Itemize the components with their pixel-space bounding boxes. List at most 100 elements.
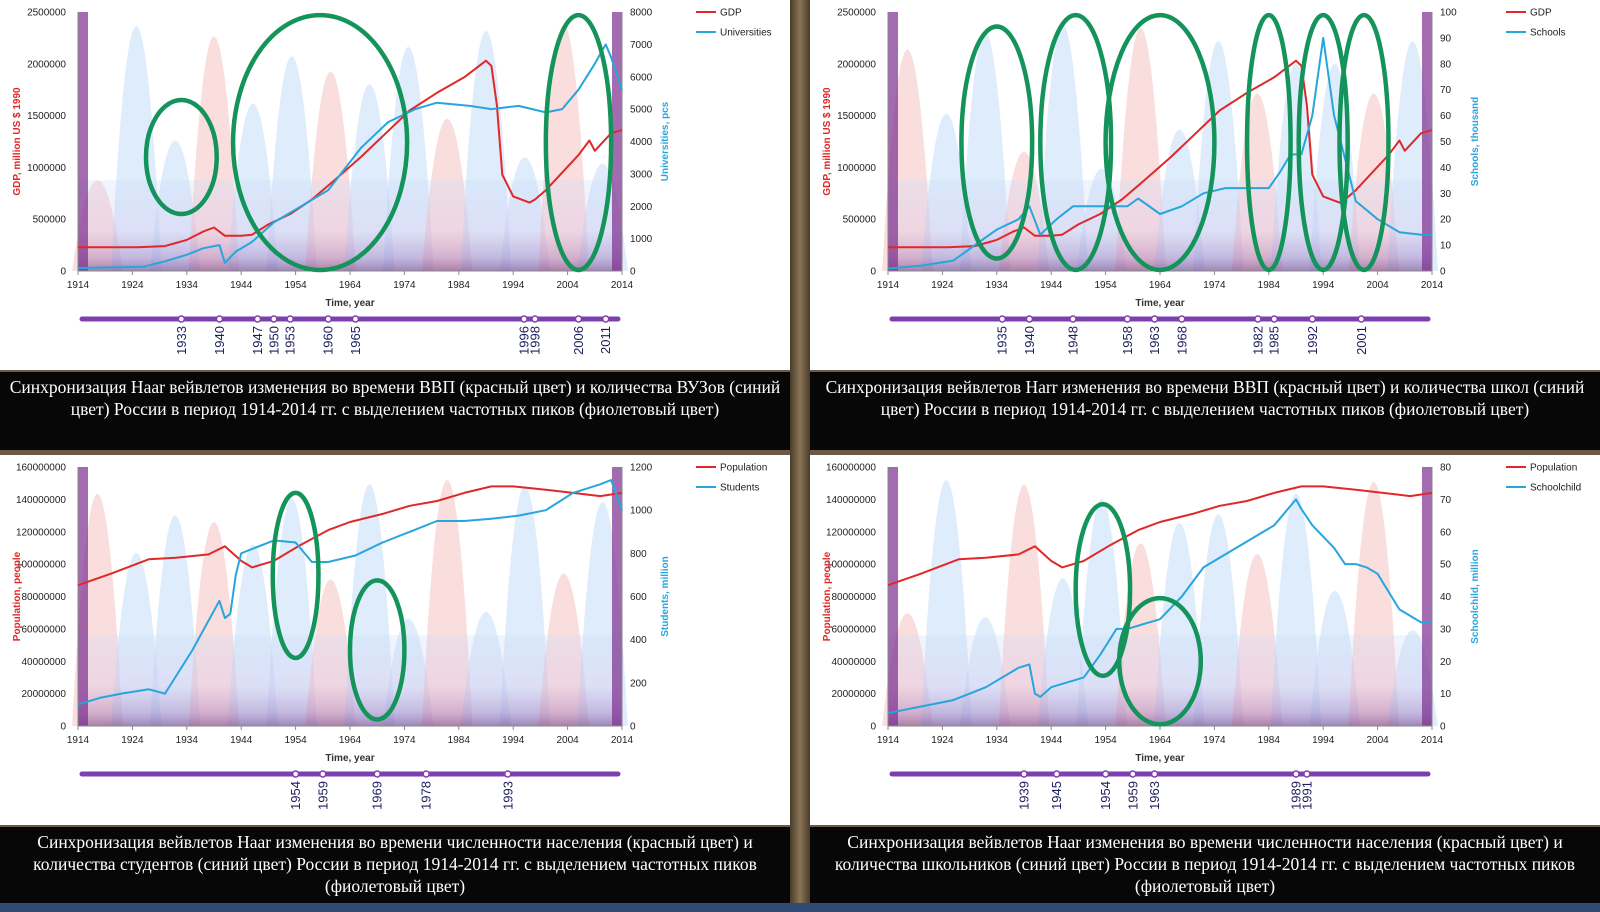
y-tick-label: 80000000 [22, 592, 67, 603]
wavelet-left-edge [888, 467, 898, 726]
y-tick-label: 20000000 [22, 689, 67, 700]
peak-year-label: 1969 [370, 781, 385, 810]
y-tick-label: 20000000 [832, 689, 877, 700]
y-tick-label: 140000000 [826, 495, 876, 506]
y-tick-label: 500000 [33, 215, 67, 226]
y-axis-title: Population, people [12, 551, 23, 641]
y-tick-label: 120000000 [16, 527, 66, 538]
peak-year-label: 1940 [1022, 326, 1037, 355]
x-tick-label: 1984 [1258, 280, 1281, 291]
wavelet-left-edge [78, 12, 88, 271]
y-tick-label: 0 [60, 267, 66, 278]
y-tick-label: 1500000 [837, 111, 876, 122]
peak-year-label: 2001 [1354, 326, 1369, 355]
x-axis-title: Time, year [1135, 298, 1184, 309]
peak-highlight-ellipse [347, 578, 407, 722]
x-tick-label: 1914 [877, 280, 900, 291]
peak-marker [1025, 315, 1034, 323]
peak-year-label: 1968 [1174, 326, 1189, 355]
y-tick-label: 2500000 [837, 8, 876, 19]
y-tick-label: 0 [60, 722, 66, 733]
x-tick-label: 2004 [556, 735, 579, 746]
peak-marker [291, 770, 300, 778]
peak-year-label: 1963 [1147, 326, 1162, 355]
y2-tick-label: 6000 [630, 72, 653, 83]
legend-label: Universities [720, 28, 772, 39]
bottom-bar [0, 903, 1600, 912]
y2-tick-label: 60 [1440, 527, 1452, 538]
x-tick-label: 1924 [121, 280, 144, 291]
chart-population-schoolchildren: 1914 1924 1934 1944 1954 1964 1974 1984 1994 2004… [810, 455, 1600, 825]
peak-marker [215, 315, 224, 323]
y-tick-label: 100000000 [16, 560, 66, 571]
peak-highlight-ellipse [1337, 12, 1391, 273]
y2-axis-title: Schoolchild, million [1470, 549, 1481, 643]
peak-marker [574, 315, 583, 323]
peak-year-label: 1950 [266, 326, 281, 355]
y2-tick-label: 0 [630, 267, 636, 278]
peak-marker [1254, 315, 1262, 323]
peak-marker [1308, 315, 1317, 323]
peak-highlight-ellipse [1103, 12, 1217, 273]
x-tick-label: 1994 [1312, 735, 1335, 746]
x-tick-label: 1934 [986, 280, 1009, 291]
x-tick-label: 1954 [1094, 735, 1117, 746]
legend-label: Schoolchild [1530, 483, 1581, 494]
peak-year-label: 1939 [1017, 781, 1032, 810]
y2-tick-label: 1200 [630, 463, 653, 474]
x-tick-label: 1974 [1203, 735, 1226, 746]
peak-marker [422, 770, 430, 778]
peak-marker [373, 770, 381, 778]
peak-highlight-ellipse [1116, 595, 1204, 727]
peak-marker [1150, 315, 1159, 323]
y2-axis-title: Schools, thousand [1470, 97, 1481, 186]
caption-gdp-universities: Синхронизация Haar вейвлетов изменения в… [0, 372, 790, 450]
peak-marker [531, 315, 539, 323]
peak-year-label: 1959 [1125, 781, 1140, 810]
legend-label: GDP [1530, 8, 1552, 19]
x-tick-label: 1984 [448, 280, 471, 291]
peak-marker [177, 315, 186, 323]
series-line-gdp [888, 59, 1433, 249]
wavelet-right-edge [1422, 12, 1432, 271]
chart-panel-gdp-schools: 1914 1924 1934 1944 1954 1964 1974 1984 1994 2004… [810, 0, 1600, 450]
caption-gdp-schools: Синхронизация вейвлетов Harr изменения в… [810, 372, 1600, 450]
peak-marker [270, 315, 278, 323]
y2-tick-label: 0 [1440, 267, 1446, 278]
y2-tick-label: 70 [1440, 495, 1452, 506]
peak-marker [504, 770, 512, 778]
x-tick-label: 1934 [986, 735, 1009, 746]
peak-marker [1052, 770, 1061, 778]
y-axis-title: Population, people [822, 551, 833, 641]
peak-marker [1357, 315, 1366, 323]
x-tick-label: 1924 [931, 280, 954, 291]
x-tick-label: 1974 [393, 280, 416, 291]
legend-label: Population [1530, 463, 1577, 474]
x-tick-label: 2004 [1366, 735, 1389, 746]
wavelet-low-frequency [78, 180, 622, 271]
peak-year-label: 1959 [315, 781, 330, 810]
peak-marker [286, 315, 294, 323]
x-tick-label: 1914 [877, 735, 900, 746]
x-tick-label: 1964 [1149, 735, 1172, 746]
y2-tick-label: 400 [630, 635, 647, 646]
chart-gdp-universities: 1914 1924 1934 1944 1954 1964 1974 1984 1994 2004… [0, 0, 790, 370]
peak-marker [1270, 315, 1278, 323]
peak-marker [1129, 770, 1137, 778]
y2-tick-label: 40 [1440, 163, 1452, 174]
peak-year-label: 1996 [517, 326, 532, 355]
y2-tick-label: 30 [1440, 189, 1452, 200]
peak-year-label: 1935 [995, 326, 1010, 355]
y2-tick-label: 100 [1440, 8, 1457, 19]
peak-year-label: 2006 [571, 326, 586, 355]
peak-year-label: 1998 [527, 326, 542, 355]
peak-marker [1303, 770, 1311, 778]
peak-highlight-ellipse [1038, 12, 1114, 273]
y-tick-label: 2500000 [27, 8, 66, 19]
y2-tick-label: 3000 [630, 169, 653, 180]
x-tick-label: 1944 [1040, 735, 1063, 746]
peak-highlight-ellipse [1296, 12, 1350, 273]
y-axis-title: GDP, million US $ 1990 [822, 87, 833, 196]
y2-tick-label: 8000 [630, 8, 653, 19]
x-tick-label: 1994 [502, 280, 525, 291]
